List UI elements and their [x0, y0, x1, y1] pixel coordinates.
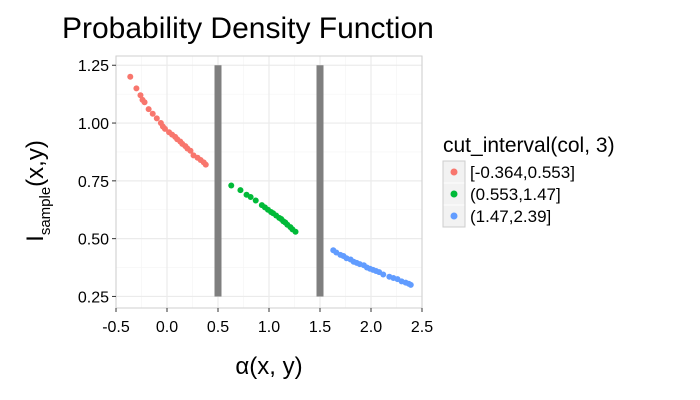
legend-label: (1.47,2.39]	[470, 207, 551, 226]
y-tick-label: 0.25	[78, 289, 109, 306]
legend-key-frame	[442, 160, 466, 228]
y-axis: 0.25 0.50 0.75 1.00 1.25	[78, 58, 116, 306]
data-point	[133, 85, 140, 92]
data-point	[202, 161, 209, 168]
legend-key-point	[450, 168, 458, 176]
legend-items: [-0.364,0.553] (0.553,1.47] (1.47,2.39]	[442, 160, 575, 228]
data-points	[127, 73, 414, 288]
data-point	[161, 125, 168, 132]
data-point	[141, 99, 148, 106]
x-tick-label: 2.5	[411, 319, 433, 336]
data-point	[137, 92, 144, 99]
y-axis-title-subscript: sample	[37, 187, 54, 235]
chart-title: Probability Density Function	[62, 12, 434, 45]
y-tick-label: 0.50	[78, 232, 109, 249]
data-point	[247, 194, 254, 201]
y-tick-label: 1.25	[78, 58, 109, 75]
data-point	[153, 115, 160, 122]
data-point	[252, 197, 259, 204]
x-tick-label: 0.5	[207, 319, 229, 336]
data-point	[380, 271, 387, 278]
y-axis-title-base: I	[22, 235, 49, 242]
data-point	[407, 281, 414, 288]
legend-title: cut_interval(col, 3)	[443, 134, 615, 157]
data-point	[127, 73, 134, 80]
y-axis-title: Isample(x,y)	[22, 140, 54, 242]
x-tick-label: 0.0	[156, 319, 178, 336]
y-tick-label: 1.00	[78, 116, 109, 133]
legend-key-point	[450, 212, 458, 220]
legend-label: [-0.364,0.553]	[470, 163, 575, 182]
y-axis-title-suffix: (x,y)	[22, 140, 49, 187]
x-tick-label: 1.5	[309, 319, 331, 336]
data-point	[292, 228, 299, 235]
data-point	[149, 110, 156, 117]
x-tick-label: -0.5	[102, 319, 130, 336]
x-tick-label: 1.0	[258, 319, 280, 336]
vertical-bands	[214, 65, 324, 297]
data-point	[228, 182, 235, 189]
x-axis: -0.5 0.0 0.5 1.0 1.5 2.0 2.5	[102, 308, 433, 336]
x-axis-title: α(x, y)	[235, 353, 302, 380]
data-point	[187, 147, 194, 154]
plot-area	[115, 55, 423, 309]
legend: cut_interval(col, 3) [-0.364,0.553] (0.55…	[442, 134, 615, 228]
data-point	[145, 106, 152, 113]
data-point	[237, 187, 244, 194]
y-tick-label: 0.75	[78, 174, 109, 191]
legend-key-point	[450, 190, 458, 198]
legend-label: (0.553,1.47]	[470, 185, 561, 204]
x-tick-label: 2.0	[360, 319, 382, 336]
